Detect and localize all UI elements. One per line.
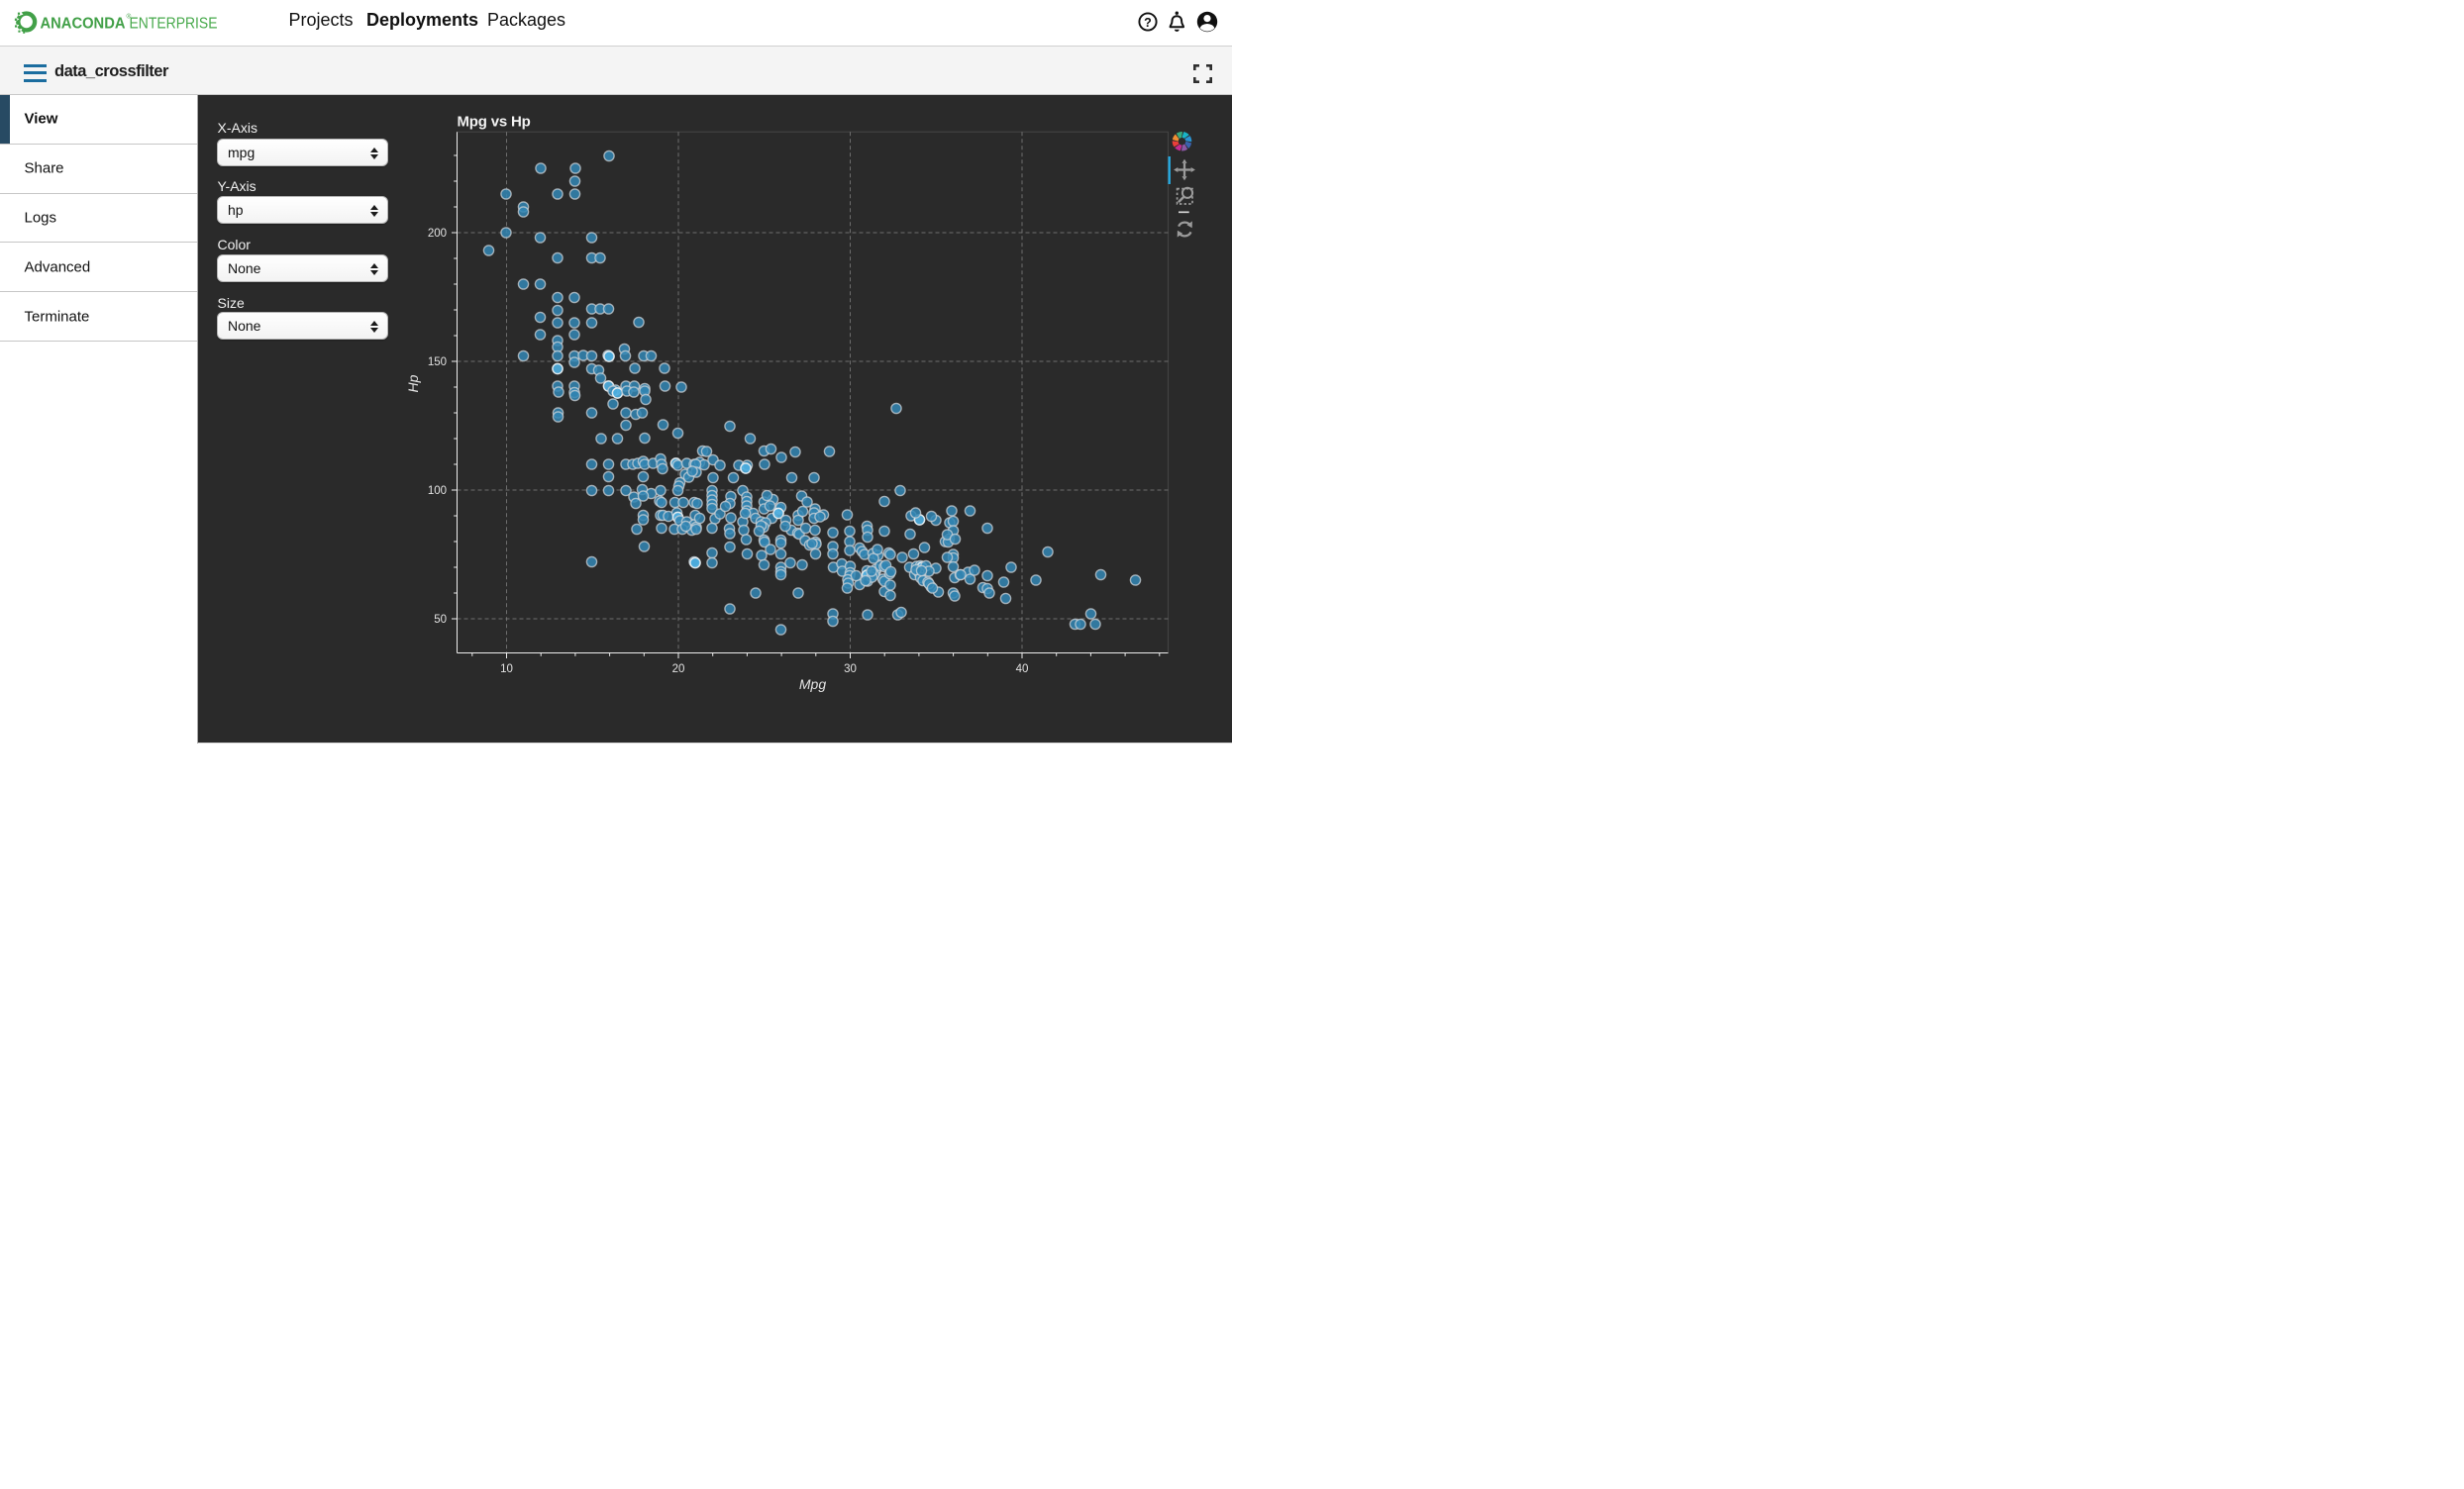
svg-text:40: 40 [1016, 663, 1029, 675]
svg-text:20: 20 [672, 663, 685, 675]
svg-text:Hp: Hp [405, 374, 421, 392]
svg-text:100: 100 [428, 485, 447, 497]
svg-text:?: ? [1144, 16, 1152, 30]
svg-text:200: 200 [428, 228, 447, 240]
svg-text:ANACONDA: ANACONDA [41, 15, 126, 32]
svg-text:®: ® [127, 13, 132, 21]
svg-text:Mpg: Mpg [799, 676, 826, 692]
svg-text:30: 30 [844, 663, 857, 675]
svg-text:50: 50 [434, 614, 447, 626]
svg-text:Mpg vs Hp: Mpg vs Hp [458, 114, 531, 131]
svg-text:ENTERPRISE: ENTERPRISE [130, 15, 218, 32]
svg-text:10: 10 [500, 663, 513, 675]
svg-text:150: 150 [428, 356, 447, 368]
